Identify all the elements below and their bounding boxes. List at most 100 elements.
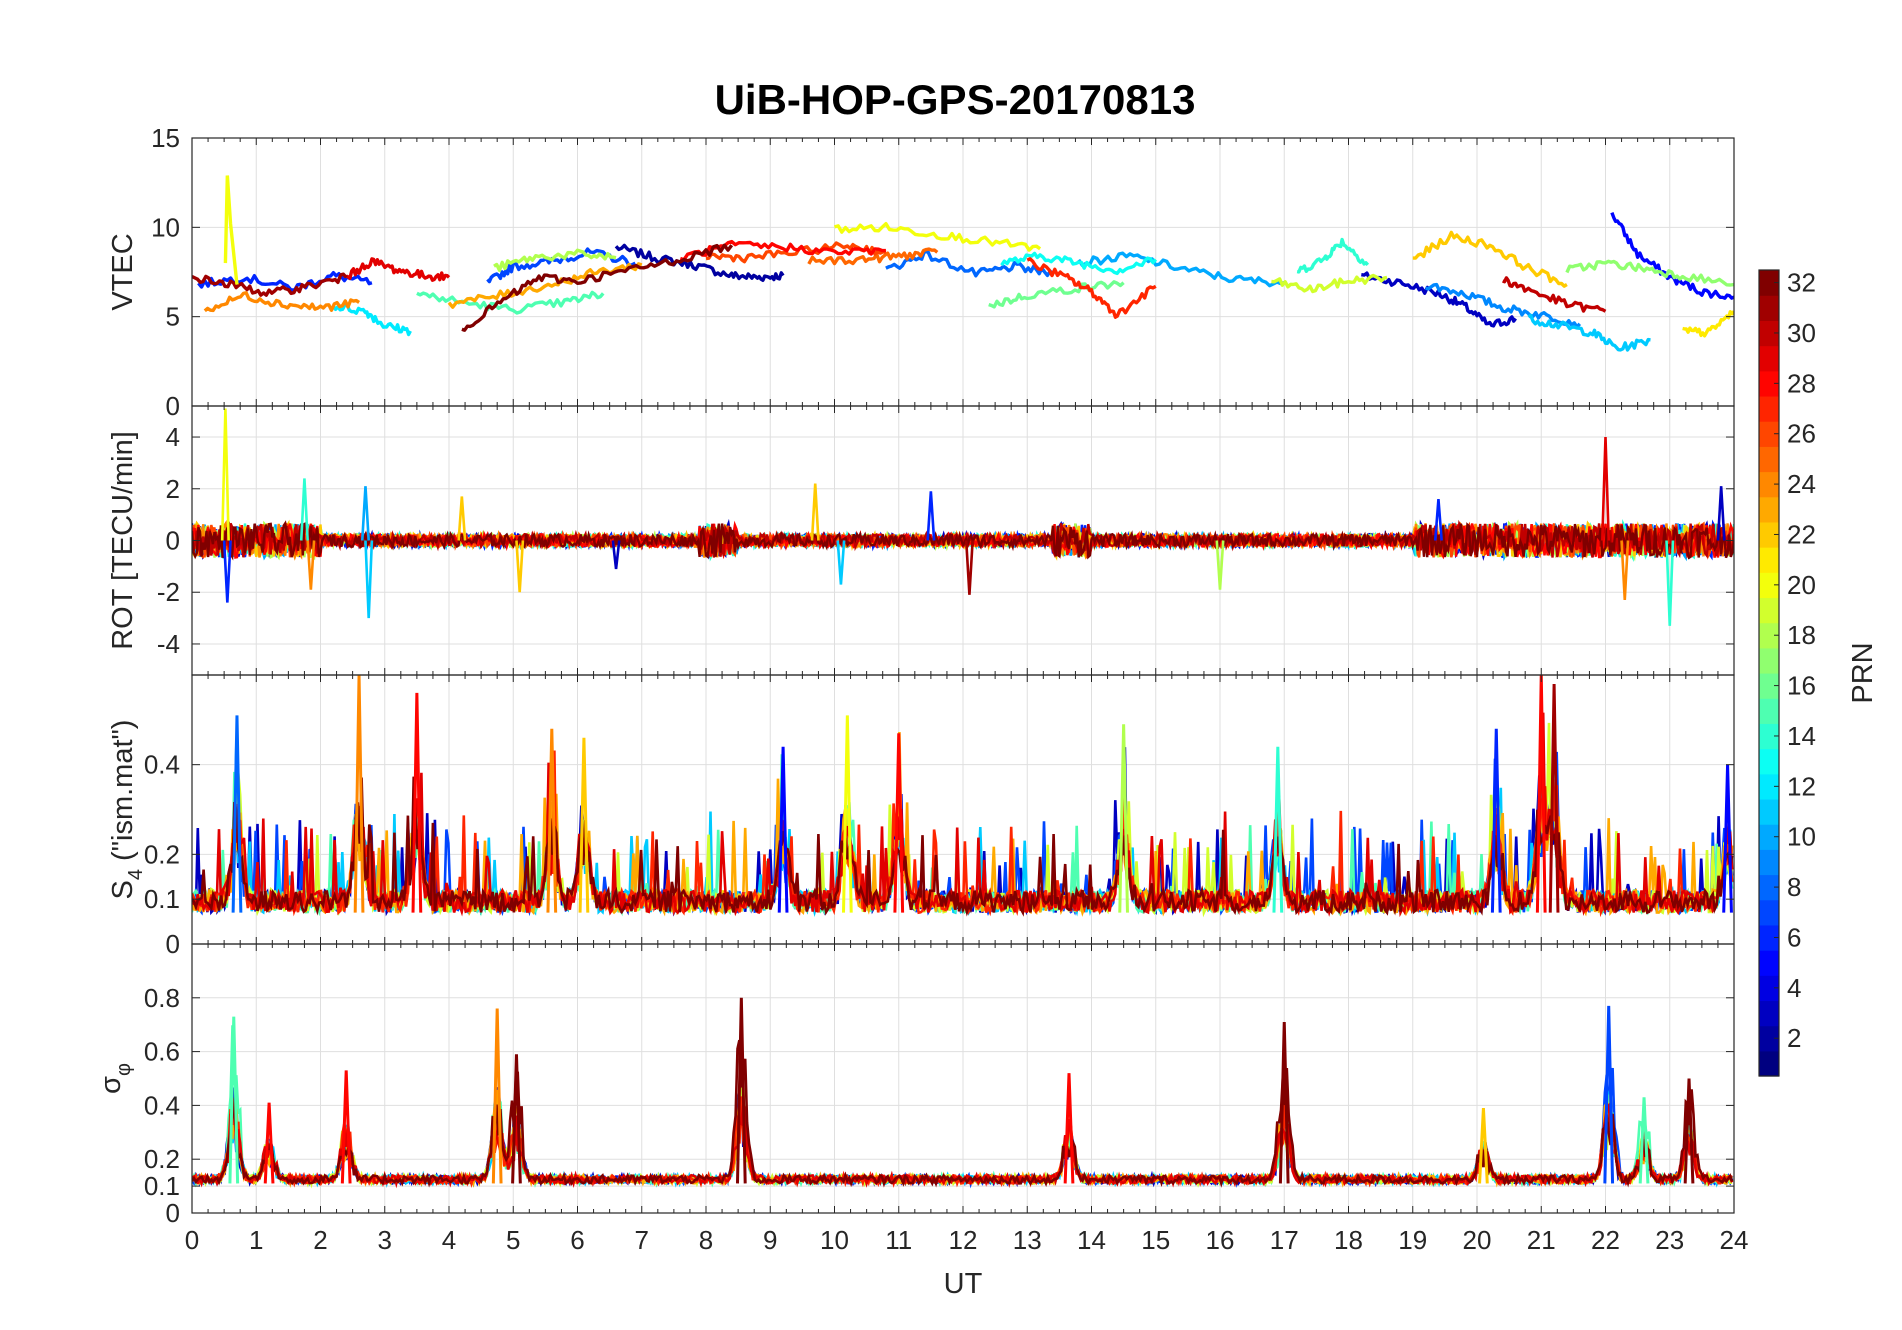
rot-spike (515, 540, 525, 593)
peak-mark (340, 1070, 352, 1184)
x-tick-label: 4 (442, 1225, 456, 1255)
colorbar-block (1759, 950, 1779, 976)
colorbar-tick-label: 28 (1787, 368, 1816, 398)
x-tick-label: 13 (1013, 1225, 1042, 1255)
colorbar-tick-label: 20 (1787, 570, 1816, 600)
peak-mark (1548, 683, 1560, 913)
colorbar-block (1759, 673, 1779, 699)
peak-mark (735, 997, 747, 1184)
peak-mark (777, 746, 789, 913)
rot-spike (360, 486, 370, 541)
colorbar-block (1759, 320, 1779, 347)
panel-2: -4 -2 0 2 4 ROT [TECU/min] (107, 405, 1735, 676)
rot-spike (810, 483, 820, 541)
colorbar-block (1759, 572, 1779, 599)
colorbar-tick-label: 6 (1787, 922, 1801, 952)
vtec-series-prn-2 (614, 243, 785, 282)
colorbar-tick-label: 14 (1787, 721, 1816, 751)
colorbar-tick-label: 4 (1787, 973, 1801, 1003)
peak-mark (228, 1016, 240, 1184)
s4-series-prn-32 (192, 776, 1734, 917)
vtec-series-prn-18 (493, 248, 617, 272)
colorbar-frame (1758, 269, 1780, 1077)
colorbar-block (1759, 975, 1779, 1002)
vtec-series-prn-19 (1271, 273, 1388, 294)
peak-mark (1478, 1108, 1489, 1184)
y-tick-label: 2 (166, 474, 180, 504)
rot-spike (299, 478, 309, 541)
colorbar-tick-label: 16 (1787, 671, 1816, 701)
panel-1: 0 5 10 15 VTEC (107, 123, 1735, 421)
colorbar-block (1759, 446, 1779, 473)
colorbar-block (1759, 698, 1779, 724)
vtec-series-prn-9 (1425, 282, 1582, 329)
x-axis-label: UT (944, 1268, 983, 1300)
colorbar-tick-label: 10 (1787, 822, 1816, 852)
colorbar-block (1759, 521, 1779, 548)
colorbar-block (1759, 395, 1779, 422)
y-tick-label: 0.4 (144, 750, 180, 780)
peak-mark (1272, 746, 1284, 913)
vtec-series-prn-16 (988, 280, 1125, 309)
y-tick-label: 0.2 (144, 1144, 180, 1174)
x-tick-label: 8 (699, 1225, 713, 1255)
rot-spike (364, 540, 374, 619)
colorbar-tick-label: 8 (1787, 872, 1801, 902)
s4-series-prn-29 (192, 712, 1734, 918)
y-tick-label: 0 (166, 391, 180, 421)
x-tick-label: 16 (1206, 1225, 1235, 1255)
vtec-series-prn-7 (486, 247, 637, 284)
colorbar-block (1759, 270, 1779, 296)
vtec-series-prn-5 (1610, 212, 1734, 300)
x-tick-label: 6 (570, 1225, 584, 1255)
colorbar-block (1759, 1000, 1779, 1027)
peak-mark (353, 675, 365, 913)
vtec-series-prn-15 (416, 290, 605, 315)
colorbar-tick-label: 24 (1787, 469, 1816, 499)
sigma-series-prn-7 (192, 1067, 1734, 1189)
colorbar-block (1759, 723, 1779, 750)
vtec-series-prn-22 (1412, 230, 1568, 288)
rot-spike (611, 540, 621, 570)
peak-mark (1278, 1021, 1290, 1184)
peak-mark (578, 737, 590, 913)
x-tick-label: 17 (1270, 1225, 1299, 1255)
colorbar-block (1759, 622, 1779, 649)
x-tick-label: 20 (1463, 1225, 1492, 1255)
vtec-series-prn-24 (203, 291, 361, 313)
y-tick-label: 0 (166, 929, 180, 959)
colorbar-block (1759, 345, 1779, 372)
colorbar-block (1759, 1050, 1779, 1077)
colorbar-block (1759, 496, 1779, 523)
peak-mark (1683, 1078, 1695, 1184)
x-tick-label: 5 (506, 1225, 520, 1255)
y-tick-label: 0 (166, 1198, 180, 1228)
sigma-series-prn-32 (192, 1039, 1734, 1188)
x-tick-label: 0 (185, 1225, 199, 1255)
peak-mark (893, 733, 905, 913)
y-tick-label: -2 (157, 577, 180, 607)
rot-spike (1433, 499, 1443, 541)
colorbar-tick-label: 22 (1787, 519, 1816, 549)
rot-spike (306, 540, 316, 590)
colorbar-block (1759, 547, 1779, 573)
colorbar-tick-label: 32 (1787, 268, 1816, 298)
peak-mark (1118, 724, 1129, 913)
peak-mark (1638, 1097, 1650, 1184)
colorbar-gradient (1759, 270, 1779, 1077)
x-tick-label: 12 (949, 1225, 978, 1255)
rot-spike (1215, 540, 1225, 590)
vtec-series-prn-21 (1682, 310, 1734, 338)
colorbar-block (1759, 1025, 1779, 1052)
y-axis-label: ROT [TECU/min] (107, 431, 139, 650)
peak-mark (411, 692, 423, 913)
vtec-series-prn-20 (834, 221, 1042, 252)
y-axis-label: S4 ("ism.mat") (107, 720, 147, 900)
colorbar-block (1759, 798, 1779, 825)
plot-area (192, 408, 1734, 626)
rot-spike (1665, 540, 1675, 626)
peak-mark (1490, 728, 1502, 913)
y-tick-label: 15 (151, 123, 180, 153)
